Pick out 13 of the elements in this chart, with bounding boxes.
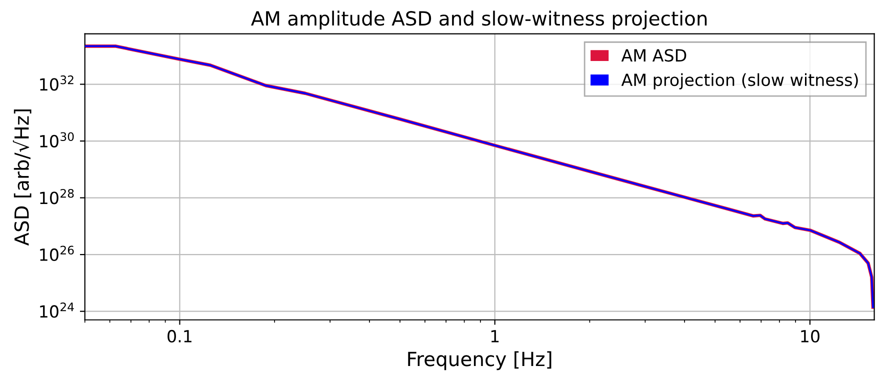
x-axis-title: Frequency [Hz] bbox=[408, 351, 552, 370]
x-tick-label: 0.1 bbox=[168, 330, 192, 342]
y-axis-title: ASD [arb/√Hz] bbox=[12, 110, 32, 246]
legend-label: AM projection (slow witness) bbox=[621, 73, 858, 90]
y-tick-label: 10$^{28}$ bbox=[40, 188, 74, 204]
y-tick-label: 10$^{30}$ bbox=[40, 132, 74, 148]
y-tick-label: 10$^{32}$ bbox=[40, 75, 74, 91]
chart-title: AM amplitude ASD and slow-witness projection bbox=[251, 10, 707, 30]
y-tick-label: 10$^{24}$ bbox=[40, 302, 74, 318]
x-tick-label: 1 bbox=[491, 330, 499, 342]
x-tick-label: 10 bbox=[801, 330, 820, 342]
y-tick-label: 10$^{26}$ bbox=[40, 246, 74, 262]
legend-label: AM ASD bbox=[621, 49, 686, 62]
